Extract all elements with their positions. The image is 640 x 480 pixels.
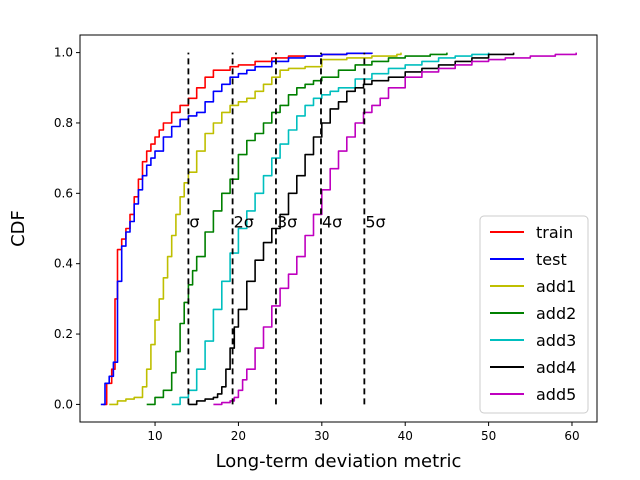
y-tick-label: 0.2 [54, 327, 73, 341]
legend-label-add4: add4 [536, 358, 576, 377]
legend-label-add1: add1 [536, 277, 576, 296]
y-tick-label: 0.4 [54, 257, 73, 271]
x-tick-label: 60 [564, 429, 579, 443]
legend: train test add1 add2 add3 add4 add5 [479, 215, 589, 414]
legend-label-add3: add3 [536, 331, 576, 350]
x-axis: 10 20 30 40 50 60 [147, 422, 580, 443]
x-tick-label: 50 [481, 429, 496, 443]
y-axis-label: CDF [8, 210, 29, 247]
sigma-thresholds: σ 2σ 3σ 4σ 5σ [187, 52, 386, 405]
legend-label-test: test [536, 250, 567, 269]
threshold-label: 5σ [365, 212, 385, 231]
series-line-add3 [171, 52, 490, 406]
legend-box [479, 215, 589, 414]
y-axis: 0.0 0.2 0.4 0.6 0.8 1.0 [54, 46, 80, 411]
series-line-add2 [146, 52, 448, 406]
plot-frame [79, 34, 598, 423]
x-axis-label: Long-term deviation metric [216, 451, 462, 472]
threshold-label: σ [189, 212, 199, 231]
series-line-add1 [109, 52, 402, 406]
x-tick-label: 30 [314, 429, 329, 443]
plot-lines [100, 52, 577, 406]
y-tick-label: 0.6 [54, 186, 73, 200]
legend-label-add2: add2 [536, 304, 576, 323]
threshold-label: 3σ [277, 212, 297, 231]
y-tick-label: 0.0 [54, 397, 73, 411]
threshold-label: 2σ [234, 212, 254, 231]
threshold-label: 4σ [322, 212, 342, 231]
y-tick-label: 0.8 [54, 116, 73, 130]
x-tick-label: 40 [398, 429, 413, 443]
legend-label-add5: add5 [536, 385, 576, 404]
x-tick-label: 10 [147, 429, 162, 443]
y-tick-label: 1.0 [54, 46, 73, 60]
series-line-add5 [213, 52, 577, 406]
legend-label-train: train [536, 223, 573, 242]
series-line-test [100, 52, 373, 406]
x-tick-label: 20 [231, 429, 246, 443]
